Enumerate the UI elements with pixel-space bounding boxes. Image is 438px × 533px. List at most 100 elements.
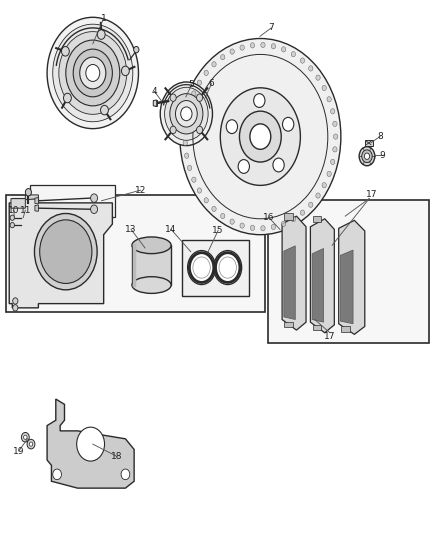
Circle shape xyxy=(59,31,127,114)
Circle shape xyxy=(282,47,286,52)
Bar xyxy=(30,185,115,216)
Bar xyxy=(182,240,250,296)
Circle shape xyxy=(197,80,201,85)
Circle shape xyxy=(291,52,296,57)
Polygon shape xyxy=(284,246,295,319)
Circle shape xyxy=(13,305,18,311)
Circle shape xyxy=(331,109,335,114)
Text: 17: 17 xyxy=(366,190,377,199)
Circle shape xyxy=(35,214,97,290)
Circle shape xyxy=(10,215,14,220)
Circle shape xyxy=(197,188,201,193)
Circle shape xyxy=(187,165,192,171)
Bar xyxy=(284,214,293,220)
Text: 8: 8 xyxy=(377,132,383,141)
Circle shape xyxy=(170,94,176,101)
Circle shape xyxy=(192,177,196,182)
Polygon shape xyxy=(153,100,157,107)
Circle shape xyxy=(282,221,286,227)
Circle shape xyxy=(121,66,129,76)
Circle shape xyxy=(192,91,196,96)
Polygon shape xyxy=(35,205,39,212)
Circle shape xyxy=(316,75,320,80)
Circle shape xyxy=(61,46,69,56)
Circle shape xyxy=(21,432,29,442)
Text: 19: 19 xyxy=(13,447,25,456)
Circle shape xyxy=(197,126,203,134)
Circle shape xyxy=(322,183,326,188)
Circle shape xyxy=(184,153,189,158)
Circle shape xyxy=(226,120,237,134)
Circle shape xyxy=(308,66,313,71)
Circle shape xyxy=(261,225,265,231)
Circle shape xyxy=(300,210,304,215)
Circle shape xyxy=(271,224,276,230)
Circle shape xyxy=(220,88,300,185)
Circle shape xyxy=(204,198,208,203)
Circle shape xyxy=(187,251,215,285)
Circle shape xyxy=(25,189,32,196)
Circle shape xyxy=(91,194,98,203)
Circle shape xyxy=(184,115,189,120)
Circle shape xyxy=(86,64,100,82)
Circle shape xyxy=(80,57,106,89)
Circle shape xyxy=(271,44,276,49)
Circle shape xyxy=(187,102,192,108)
Polygon shape xyxy=(47,399,134,488)
Circle shape xyxy=(64,93,71,103)
Circle shape xyxy=(40,220,92,284)
Circle shape xyxy=(73,49,113,97)
Circle shape xyxy=(24,435,27,439)
Text: 12: 12 xyxy=(135,185,146,195)
Circle shape xyxy=(183,140,187,146)
Circle shape xyxy=(160,82,212,146)
Circle shape xyxy=(66,40,120,106)
Text: 1: 1 xyxy=(101,14,106,23)
Circle shape xyxy=(240,45,244,50)
Circle shape xyxy=(212,62,216,67)
Circle shape xyxy=(220,213,225,219)
Circle shape xyxy=(327,96,331,102)
Bar xyxy=(132,245,171,285)
Circle shape xyxy=(27,439,35,449)
Polygon shape xyxy=(35,198,39,204)
Circle shape xyxy=(47,17,138,128)
Text: 17: 17 xyxy=(324,332,336,341)
Circle shape xyxy=(183,127,187,133)
Text: 5: 5 xyxy=(189,80,194,89)
Circle shape xyxy=(250,225,254,230)
Ellipse shape xyxy=(132,277,171,293)
Circle shape xyxy=(250,43,254,48)
Circle shape xyxy=(212,206,216,212)
Circle shape xyxy=(240,223,244,228)
Circle shape xyxy=(10,222,14,228)
Text: 7: 7 xyxy=(268,23,274,33)
Polygon shape xyxy=(9,199,113,308)
Circle shape xyxy=(300,58,304,63)
Text: 18: 18 xyxy=(111,452,123,461)
Circle shape xyxy=(220,54,225,60)
Circle shape xyxy=(331,159,335,165)
Text: 9: 9 xyxy=(380,151,385,160)
Circle shape xyxy=(240,111,281,162)
Polygon shape xyxy=(11,195,39,208)
Circle shape xyxy=(250,124,271,149)
Circle shape xyxy=(362,150,372,163)
Circle shape xyxy=(197,94,203,101)
Text: 4: 4 xyxy=(152,87,157,96)
Circle shape xyxy=(214,251,242,285)
Circle shape xyxy=(273,158,284,172)
Circle shape xyxy=(316,193,320,198)
Text: 16: 16 xyxy=(263,213,275,222)
Circle shape xyxy=(230,219,234,224)
Polygon shape xyxy=(339,220,365,334)
Bar xyxy=(6,195,265,312)
Circle shape xyxy=(359,147,375,166)
Ellipse shape xyxy=(132,237,171,254)
Circle shape xyxy=(333,121,337,126)
Circle shape xyxy=(176,101,197,127)
Polygon shape xyxy=(340,250,353,324)
Circle shape xyxy=(333,134,338,139)
Circle shape xyxy=(327,171,331,176)
Circle shape xyxy=(165,87,208,140)
